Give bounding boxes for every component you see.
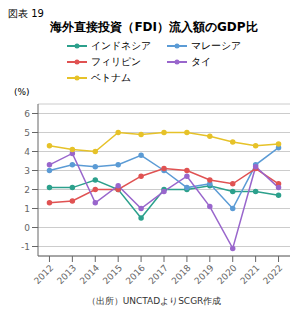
svg-text:2012: 2012 (32, 263, 55, 286)
svg-text:2013: 2013 (55, 263, 78, 286)
html-text:フィリピン: フィリピン (91, 56, 141, 67)
svg-text:2016: 2016 (124, 263, 147, 286)
svg-text:3: 3 (24, 166, 30, 176)
svg-text:2017: 2017 (147, 263, 170, 286)
svg-text:-1: -1 (21, 242, 30, 252)
html-text:（出所）UNCTADよりSCGR作成: （出所）UNCTADよりSCGR作成 (86, 296, 222, 306)
svg-text:6: 6 (24, 109, 30, 119)
html-text:ベトナム: ベトナム (91, 72, 131, 83)
svg-text:2015: 2015 (101, 263, 124, 286)
html-text:インドネシア: インドネシア (91, 40, 151, 51)
html-text:タイ: タイ (191, 56, 211, 67)
svg-text:2022: 2022 (261, 263, 284, 286)
svg-text:2018: 2018 (170, 263, 193, 286)
svg-text:0: 0 (24, 223, 30, 233)
svg-text:4: 4 (24, 147, 30, 157)
svg-text:2019: 2019 (192, 263, 215, 286)
svg-text:2: 2 (24, 185, 30, 195)
html-text:図表 19: 図表 19 (8, 8, 44, 19)
svg-text:2021: 2021 (238, 263, 261, 286)
html-text:マレーシア: マレーシア (191, 40, 241, 51)
svg-text:5: 5 (24, 128, 30, 138)
html-text:海外直接投資（FDI）流入額のGDP比: 海外直接投資（FDI）流入額のGDP比 (50, 20, 258, 34)
svg-text:1: 1 (24, 204, 30, 214)
svg-text:2020: 2020 (215, 263, 238, 286)
svg-text:2014: 2014 (78, 263, 101, 286)
